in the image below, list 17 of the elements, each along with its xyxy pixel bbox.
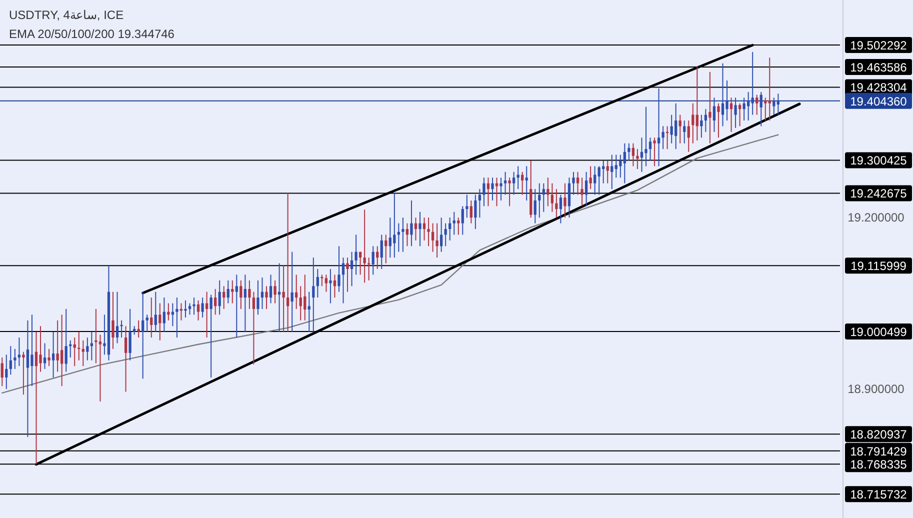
ref-line-label: 19.502292: [850, 38, 908, 52]
ref-line-label: 18.768335: [850, 458, 908, 472]
text: USDTRY, 4ساعة, ICE: [9, 8, 124, 22]
ref-line-label: 19.428304: [850, 80, 908, 95]
ref-line-label: 19.300425: [850, 154, 908, 168]
ref-line-label: 18.791429: [850, 444, 908, 458]
y-tick-label: 18.900000: [848, 382, 905, 396]
ref-line-label: 19.115999: [850, 259, 907, 274]
line-series: [2, 134, 779, 394]
ref-line-label: 19.463586: [850, 60, 908, 75]
ref-line-label: 18.820937: [850, 428, 908, 442]
ref-line-label: 19.000499: [850, 325, 908, 340]
ref-line-label: 19.404360: [850, 94, 908, 108]
text: EMA 20/50/100/200 19.344746: [9, 27, 175, 41]
y-tick-label: 19.200000: [848, 210, 905, 225]
ref-line-label: 18.715732: [850, 488, 908, 502]
ref-line-label: 19.242675: [850, 186, 908, 201]
